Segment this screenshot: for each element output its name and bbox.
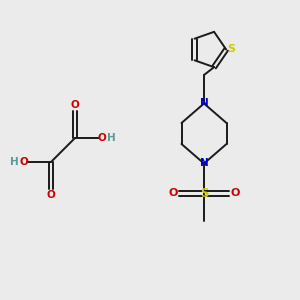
Text: N: N [200, 98, 208, 109]
Text: O: O [20, 157, 28, 167]
Text: O: O [230, 188, 240, 199]
Text: O: O [98, 133, 106, 143]
Text: N: N [200, 158, 208, 169]
Text: O: O [70, 100, 80, 110]
Text: O: O [168, 188, 178, 199]
Text: O: O [46, 190, 56, 200]
Text: H: H [10, 157, 19, 167]
Text: H: H [107, 133, 116, 143]
Text: S: S [228, 44, 236, 55]
Text: S: S [200, 187, 208, 200]
